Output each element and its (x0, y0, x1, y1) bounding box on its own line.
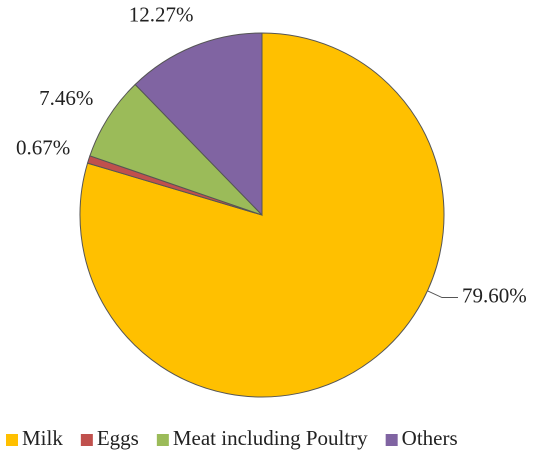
leader-line (427, 290, 458, 299)
legend-label: Milk (22, 426, 63, 450)
legend-marker (156, 434, 169, 446)
legend-label: Eggs (97, 426, 139, 450)
legend-marker (80, 434, 93, 446)
data-label: 79.60% (462, 283, 527, 307)
data-label: 0.67% (16, 136, 70, 160)
pie-slice (134, 32, 263, 217)
legend-marker (6, 434, 18, 446)
data-label: 7.46% (39, 86, 93, 110)
data-label: 12.27% (129, 3, 194, 27)
legend-label: Meat including Poultry (173, 426, 368, 450)
legend-label: Others (402, 426, 458, 450)
legend-marker (385, 434, 398, 446)
